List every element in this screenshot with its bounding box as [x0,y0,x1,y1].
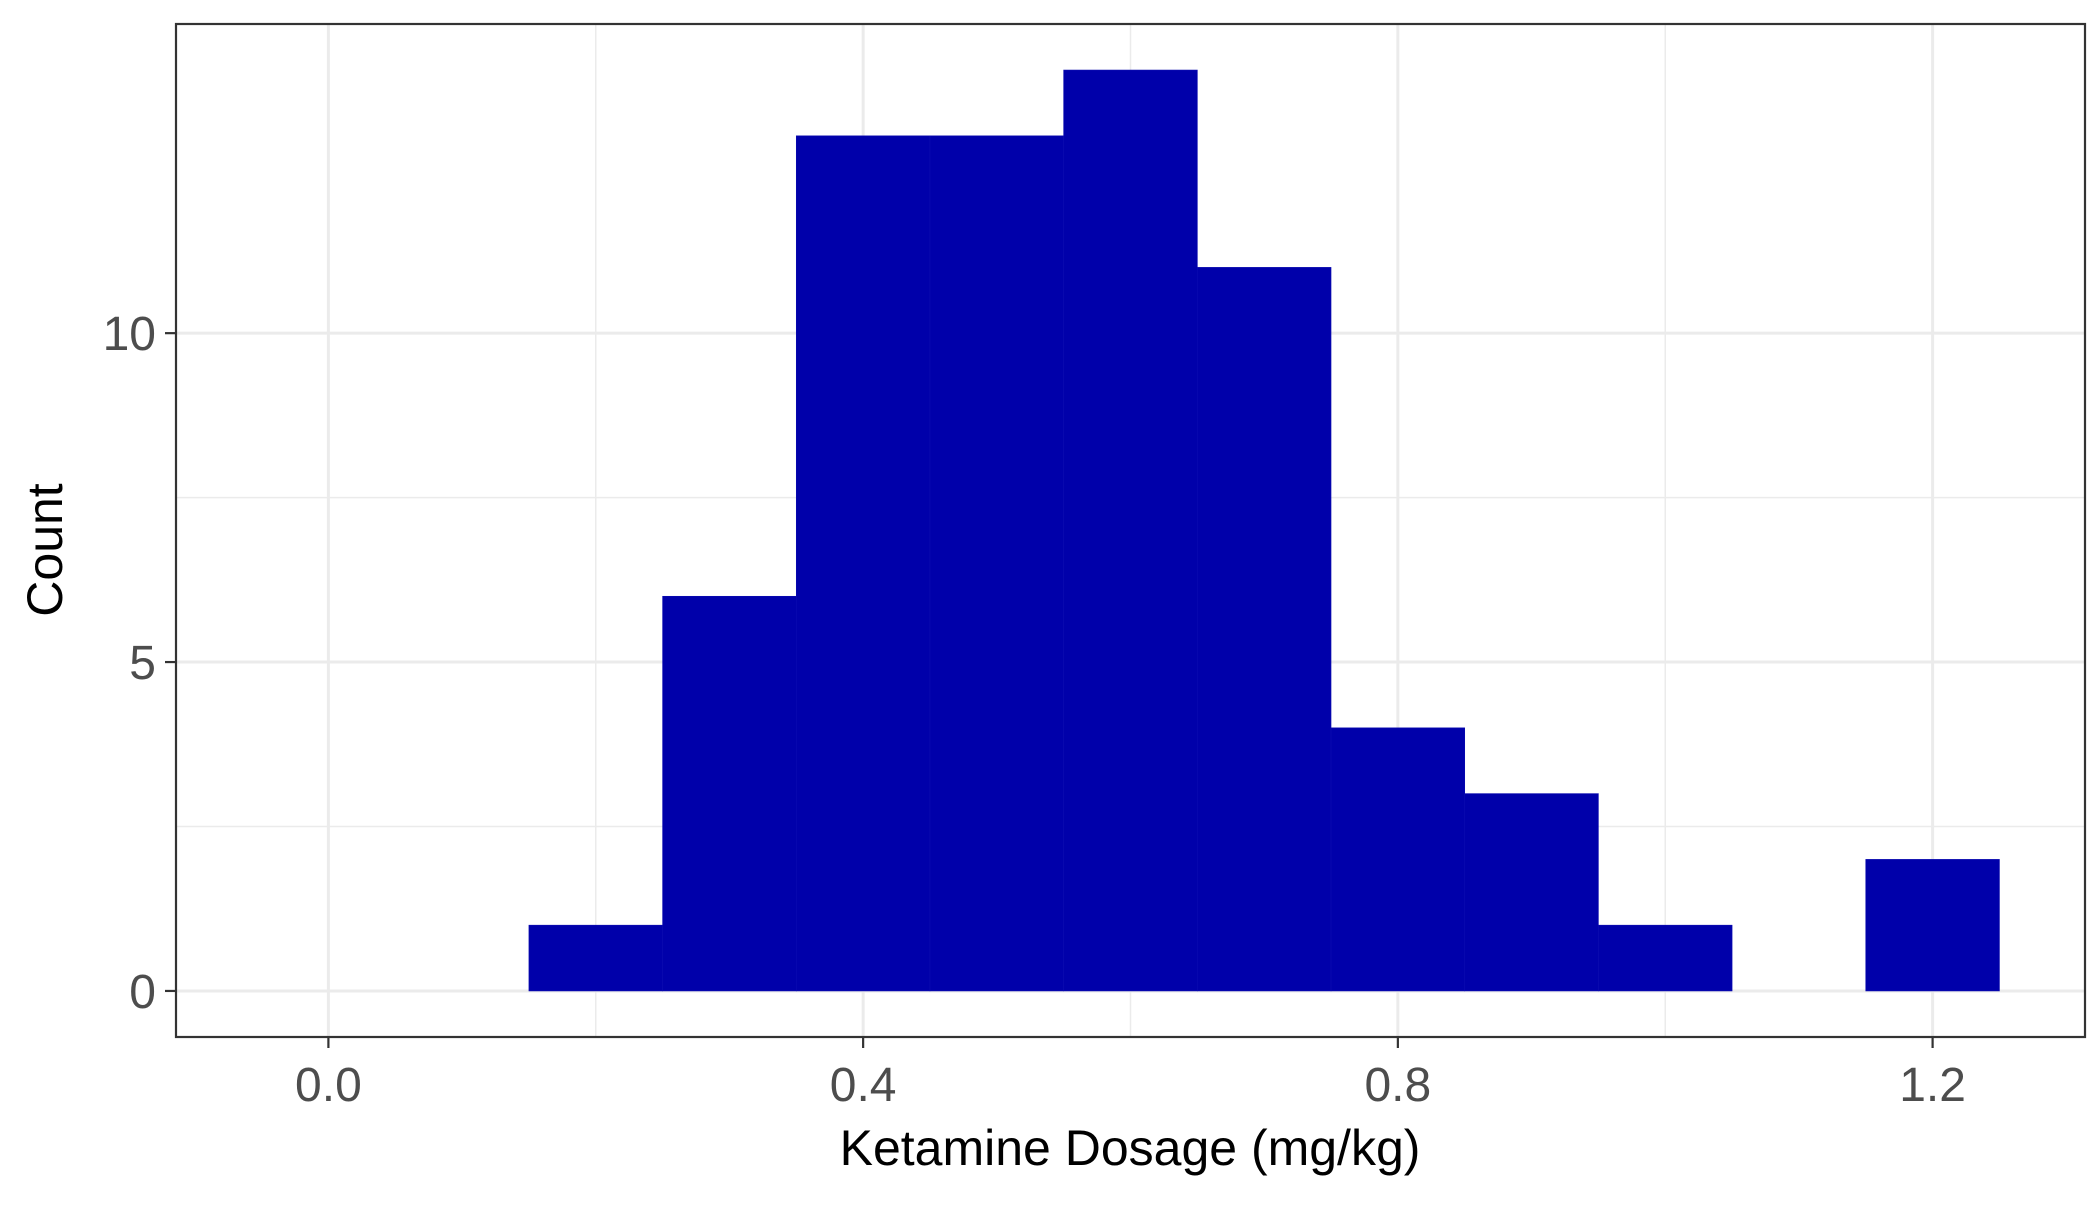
x-tick-label: 0.0 [295,1059,362,1112]
histogram-bar [1598,924,1733,992]
y-axis-title: Count [17,483,73,617]
y-axis-ticks: 0 5 10 [103,308,176,1019]
x-axis-title: Ketamine Dosage (mg/kg) [840,1120,1421,1176]
histogram-bar [795,135,931,992]
y-tick-label: 0 [129,966,156,1019]
histogram-bar [929,135,1064,992]
x-axis-ticks: 0.0 0.4 0.8 1.2 [295,1037,1966,1112]
x-tick-label: 1.2 [1899,1059,1966,1112]
histogram-bar [1865,859,2000,992]
histogram-bar [662,595,797,992]
histogram-bar [1063,69,1198,992]
histogram-bar [1330,727,1466,992]
y-tick-label: 5 [129,637,156,690]
histogram-bar [528,924,663,992]
histogram-bar [1197,267,1332,992]
histogram-bar [1464,793,1599,992]
bars [528,69,2000,992]
plot-panel-border [174,22,2087,1039]
x-tick-label: 0.4 [830,1059,897,1112]
y-tick-label: 10 [103,308,156,361]
x-tick-label: 0.8 [1364,1059,1431,1112]
